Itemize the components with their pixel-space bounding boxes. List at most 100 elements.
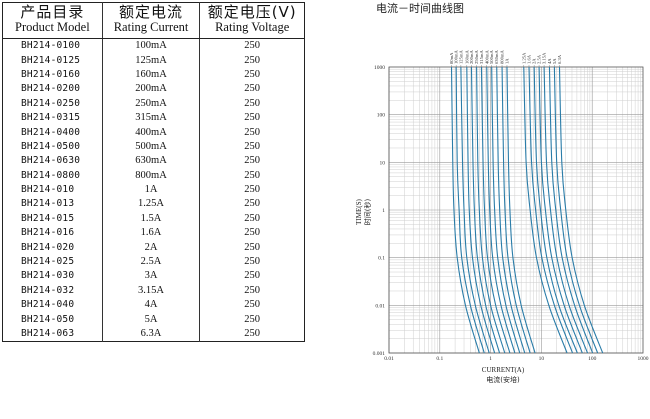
spec-table: 产品目录 Product Model 额定电流 Rating Current 额… (2, 2, 305, 343)
cell-current: 2.5A (101, 254, 200, 270)
header-cn: 产品目录 (20, 3, 85, 21)
header-rating-current: 额定电流 Rating Current (101, 2, 200, 39)
series-label: 400mA (484, 50, 489, 64)
table-row: BH214-0500 500mA 250 (3, 139, 305, 155)
cell-current: 400mA (101, 125, 200, 140)
table-row: BH214-0400 400mA 250 (3, 125, 305, 140)
cell-voltage: 250 (199, 326, 305, 342)
series-label: 1.25A (521, 52, 526, 64)
cell-voltage: 250 (199, 298, 305, 313)
cell-voltage: 250 (199, 168, 305, 183)
table-row: BH214-025 2.5A 250 (3, 254, 305, 270)
cell-model: BH214-016 (21, 227, 75, 239)
cell-voltage: 250 (199, 312, 305, 327)
cell-voltage: 250 (199, 254, 305, 270)
table-row: BH214-032 3.15A 250 (3, 283, 305, 299)
x-axis-label: CURRENT(A) (482, 366, 525, 374)
cell-model: BH214-0200 (21, 83, 81, 95)
table-row: BH214-040 4A 250 (3, 298, 305, 313)
cell-voltage: 250 (199, 96, 305, 111)
curve-160mA (466, 66, 496, 354)
cell-model: BH214-032 (21, 284, 75, 296)
curves (450, 66, 604, 354)
series-label: 100mA (454, 50, 459, 64)
series-label: 1.6A (527, 54, 532, 64)
series-label: 630mA (494, 50, 499, 64)
cell-model: BH214-0500 (21, 140, 81, 152)
table-row: BH214-0160 160mA 250 (3, 67, 305, 83)
curve-250mA (476, 66, 506, 354)
cell-model: BH214-040 (21, 299, 75, 311)
curve-5A (553, 66, 599, 354)
cell-current: 6.3A (101, 326, 200, 342)
cell-current: 500mA (101, 139, 200, 155)
cell-current: 160mA (101, 67, 200, 83)
curve-800mA (501, 66, 531, 354)
curve-80mA (450, 66, 480, 354)
cell-current: 800mA (101, 168, 200, 183)
table-row: BH214-0100 100mA 250 (3, 38, 305, 54)
curve-4A (548, 66, 594, 354)
cell-current: 1.5A (101, 211, 200, 227)
curve-315mA (480, 66, 511, 354)
y-tick-label: 0.1 (378, 256, 385, 262)
header-rating-voltage: 额定电压(V) Rating Voltage (199, 2, 305, 39)
cell-current: 630mA (101, 154, 200, 169)
header-en: Rating Current (113, 20, 189, 34)
cell-current: 5A (101, 312, 200, 327)
table-row: BH214-0125 125mA 250 (3, 53, 305, 68)
cell-voltage: 250 (199, 226, 305, 241)
table-row: BH214-0630 630mA 250 (3, 154, 305, 169)
y-tick-label: 1000 (374, 65, 385, 71)
cell-current: 315mA (101, 110, 200, 126)
table-body: BH214-0100 100mA 250 BH214-0125 125mA 250 BH21… (3, 38, 305, 342)
cell-model: BH214-0250 (21, 97, 81, 109)
cell-current: 1A (101, 182, 200, 198)
cell-current: 100mA (101, 38, 200, 54)
cell-model: BH214-050 (21, 313, 75, 325)
curve-100mA (455, 66, 485, 354)
curve-3.15A (543, 66, 589, 354)
cell-voltage: 250 (199, 154, 305, 169)
x-tick-label: 1 (489, 356, 492, 362)
table-row: BH214-050 5A 250 (3, 312, 305, 327)
cell-model: BH214-0800 (21, 169, 81, 181)
x-tick-label: 100 (588, 356, 597, 362)
y-tick-label: 0.01 (375, 303, 385, 309)
cell-model: BH214-0315 (21, 112, 81, 124)
cell-model: BH214-0630 (21, 155, 81, 167)
cell-current: 200mA (101, 82, 200, 97)
curve-1.25A (523, 66, 568, 354)
header-cn: 额定电流 (119, 3, 184, 21)
cell-voltage: 250 (199, 38, 305, 54)
x-tick-label: 0.1 (436, 356, 443, 362)
table-row: BH214-0800 800mA 250 (3, 168, 305, 183)
table-header-row: 产品目录 Product Model 额定电流 Rating Current 额… (2, 2, 305, 39)
curve-2.5A (538, 66, 583, 354)
chart-title: 电流－时间曲线图 (376, 1, 464, 15)
cell-current: 250mA (101, 96, 200, 111)
curve-1A (506, 66, 536, 354)
cell-voltage: 250 (199, 67, 305, 83)
header-cn: 额定电压(V) (207, 3, 297, 21)
series-label: 5A (552, 58, 557, 64)
current-time-chart: 电流－时间曲线图 80mA 100mA 125mA 160mA 200mA 250mA 31… (355, 1, 649, 384)
cell-voltage: 250 (199, 211, 305, 227)
x-tick-label: 10 (539, 356, 545, 362)
table-row: BH214-063 6.3A 250 (3, 326, 305, 342)
y-tick-labels: 1000 100 10 1 0.1 0.01 0.001 (373, 65, 386, 357)
cell-model: BH214-013 (21, 198, 75, 210)
cell-model: BH214-063 (21, 328, 75, 339)
cell-current: 3.15A (101, 283, 200, 299)
series-label: 800mA (500, 50, 505, 64)
series-label: 200mA (469, 50, 474, 64)
table-row: BH214-016 1.6A 250 (3, 226, 305, 241)
cell-current: 3A (101, 269, 200, 284)
table-row: BH214-030 3A 250 (3, 269, 305, 284)
cell-voltage: 250 (199, 197, 305, 212)
header-en: Rating Voltage (215, 20, 290, 34)
cell-voltage: 250 (199, 82, 305, 97)
table-row: BH214-020 2A 250 (3, 240, 305, 255)
cell-model: BH214-015 (21, 212, 75, 224)
cell-voltage: 250 (199, 110, 305, 126)
